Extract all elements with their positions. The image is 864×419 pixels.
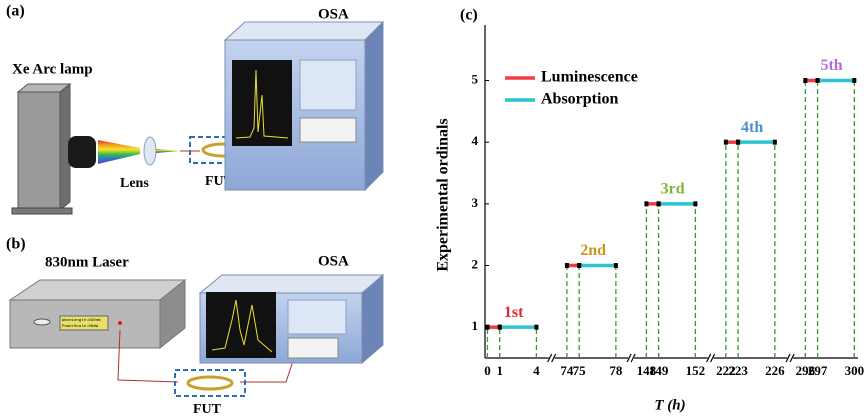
osa-top [223, 21, 385, 41]
x-tick-label: 149 [649, 363, 669, 378]
endpoint [723, 139, 728, 145]
x-tick-label: 223 [728, 363, 748, 378]
endpoint [613, 263, 618, 268]
display-text: PowerScale:66mW [62, 324, 99, 329]
chart-title: (c) [460, 7, 478, 24]
lamp-label: Xe Arc lamp [12, 61, 93, 77]
osa-port [287, 337, 339, 359]
axis-break [785, 353, 795, 363]
osa-screen [206, 292, 276, 358]
endpoint [852, 78, 857, 83]
x-tick-label: 1 [496, 363, 503, 378]
x-tick-label: 300 [845, 363, 864, 378]
endpoint [815, 78, 820, 83]
laser-top [8, 279, 187, 301]
laser-label: 830nm Laser [45, 254, 129, 270]
osa-top [198, 274, 385, 294]
osa-label: OSA [318, 6, 349, 22]
x-tick-label: 296 [796, 363, 816, 378]
focused-beam [156, 149, 180, 153]
legend-label: Luminescence [541, 69, 638, 86]
y-tick-label: 4 [472, 133, 479, 148]
osa-side [364, 20, 384, 192]
x-tick-label: 78 [609, 363, 623, 378]
endpoint [736, 139, 741, 145]
level-label: 2nd [580, 242, 606, 259]
x-tick-label: 75 [573, 363, 587, 378]
x-tick-label: 0 [484, 363, 491, 378]
panel-label: (a) [6, 3, 25, 20]
endpoint [485, 324, 490, 330]
fiber-coil [186, 375, 234, 391]
y-tick-label: 2 [472, 256, 479, 271]
light-beam [98, 140, 140, 164]
laser-key [33, 318, 51, 326]
lamp-body [17, 91, 61, 211]
fut-box [174, 369, 246, 397]
y-tick-label: 3 [472, 195, 479, 210]
laser-side [159, 278, 186, 350]
endpoint [772, 139, 777, 145]
y-tick-label: 5 [472, 71, 479, 86]
lens-label: Lens [120, 176, 149, 191]
endpoint [693, 201, 698, 207]
osa-trace [211, 299, 273, 353]
lamp-nozzle [68, 136, 96, 168]
laser-led [118, 321, 122, 325]
axis-break [706, 353, 716, 363]
axis-break [626, 353, 636, 363]
diagram-b: (b) 830nm Laser WaveLength:830nm PowerSc… [6, 236, 385, 417]
x-tick-label: 74 [560, 363, 574, 378]
osa-port [299, 117, 357, 143]
endpoint [803, 78, 808, 83]
osa-keypad [299, 59, 357, 111]
diagram-a: (a) Xe Arc lamp Lens FUT OSA [6, 3, 385, 215]
osa-label: OSA [318, 253, 349, 269]
endpoint [656, 201, 661, 207]
lamp-side [59, 82, 71, 212]
x-tick-label: 4 [533, 363, 540, 378]
level-label: 4th [741, 119, 763, 136]
x-tick-label: 222 [716, 363, 736, 378]
y-tick-label: 1 [472, 318, 479, 333]
panel-label: (b) [6, 236, 26, 253]
level-label: 5th [820, 57, 842, 74]
lamp-base [11, 207, 73, 215]
legend-label: Absorption [541, 91, 618, 108]
level-label: 3rd [661, 181, 685, 198]
level-label: 1st [504, 304, 524, 321]
axis-break [547, 353, 557, 363]
x-tick-label: 148 [637, 363, 657, 378]
laser-display [59, 315, 109, 331]
endpoint [564, 263, 569, 268]
x-tick-label: 152 [686, 363, 706, 378]
x-tick-label: 226 [765, 363, 785, 378]
osa-keypad [287, 299, 347, 335]
x-axis-label: T (h) [654, 397, 685, 413]
endpoint [534, 324, 539, 330]
endpoint [644, 201, 649, 207]
y-axis-label: Experimental ordinals [435, 118, 452, 271]
osa-side [361, 273, 384, 365]
endpoint [497, 324, 502, 330]
x-tick-label: 297 [808, 363, 828, 378]
lens [143, 136, 157, 166]
fut-label: FUT [193, 402, 222, 417]
endpoint [577, 263, 582, 268]
osa-trace [235, 69, 289, 139]
display-text: WaveLength:830nm [62, 318, 101, 323]
